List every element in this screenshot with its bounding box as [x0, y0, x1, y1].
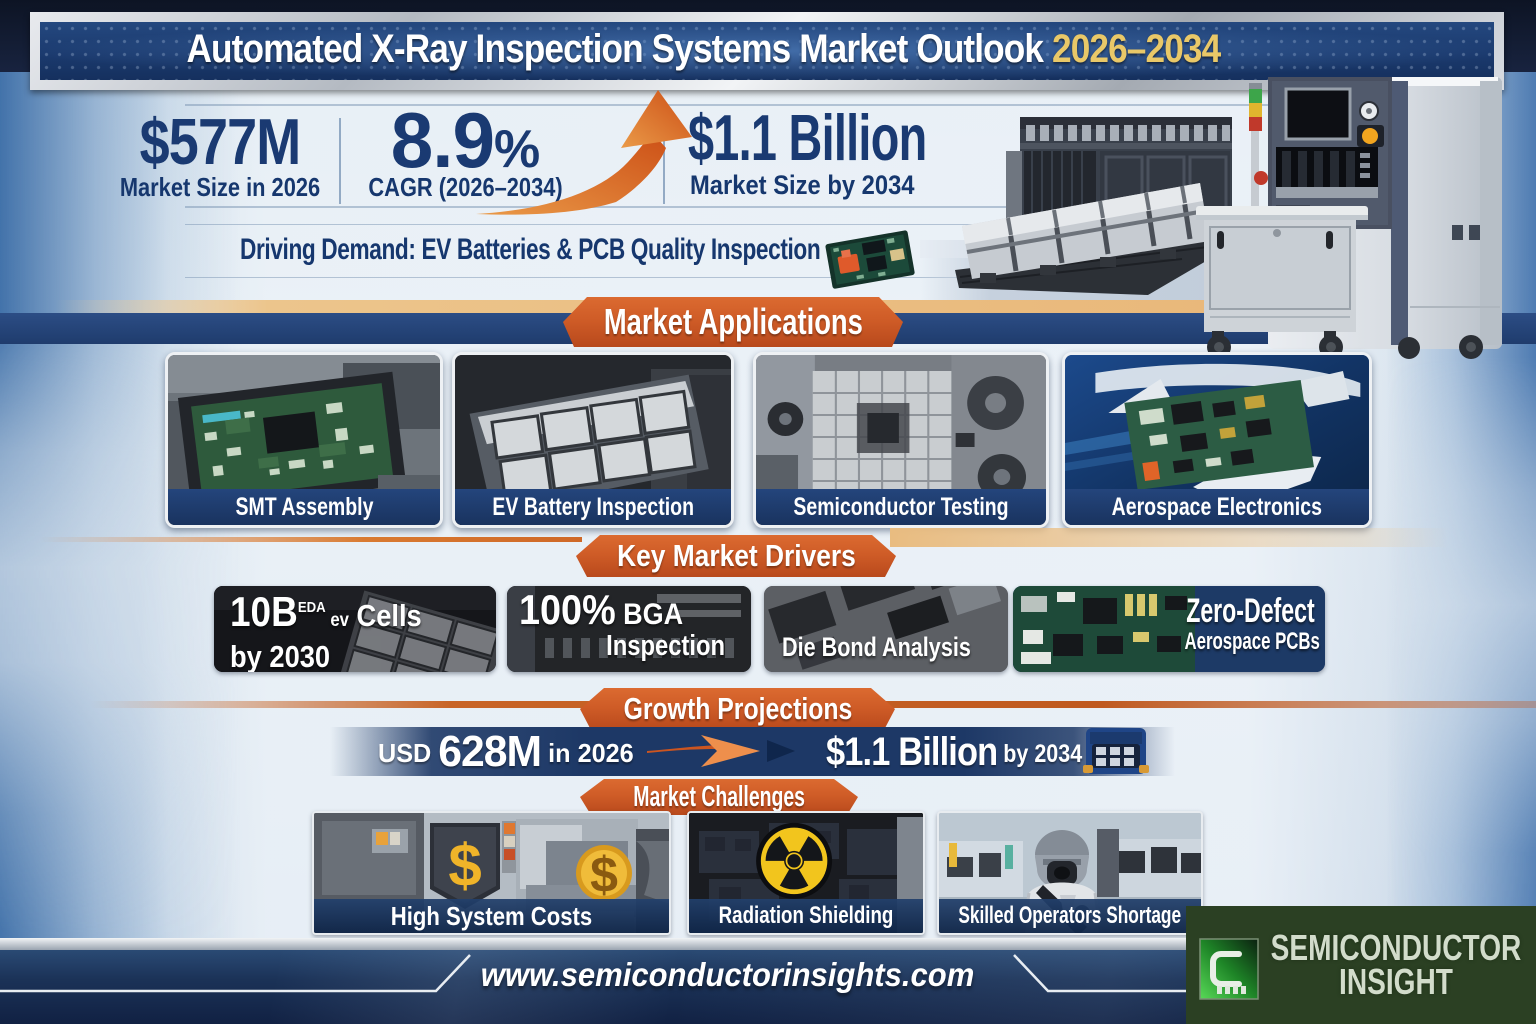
- svg-text:$: $: [590, 847, 618, 903]
- svg-text:$: $: [448, 832, 481, 899]
